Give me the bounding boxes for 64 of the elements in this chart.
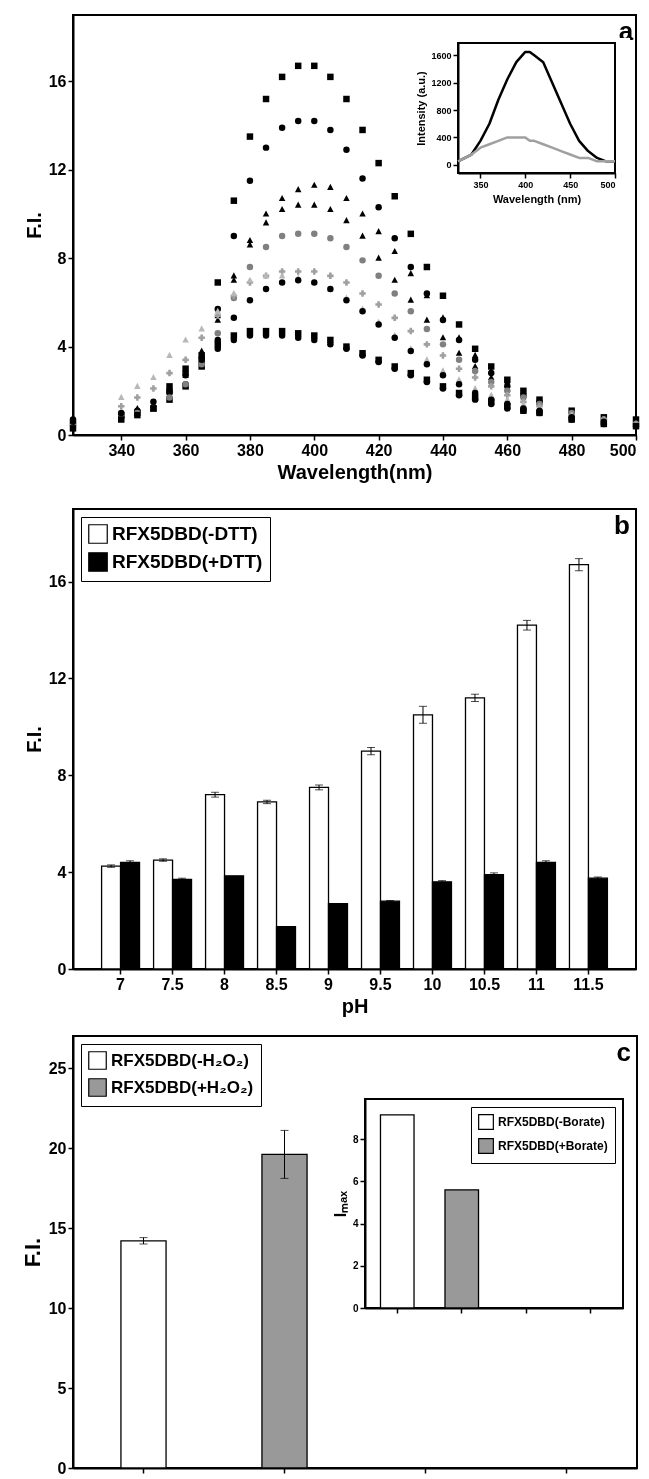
y-axis-title: F.I. xyxy=(22,212,45,239)
y-tick-label: 0 xyxy=(57,960,67,978)
legend-label: RFX5DBD(+Borate) xyxy=(498,1139,608,1153)
x-tick-label: 400 xyxy=(518,179,534,190)
x-tick-label: 480 xyxy=(558,441,586,459)
x-axis-title: Wavelength (nm) xyxy=(492,192,582,205)
y-tick-label: 1200 xyxy=(431,78,452,89)
y-tick-label: 12 xyxy=(48,669,67,687)
x-tick-label: 8.5 xyxy=(265,975,288,993)
x-tick-label: 8 xyxy=(220,975,230,993)
legend-label: RFX5DBD(-Borate) xyxy=(498,1115,605,1129)
x-tick-label: 420 xyxy=(365,441,393,459)
y-axis-title: F.I. xyxy=(22,726,45,753)
x-tick-label: 11.5 xyxy=(573,975,604,993)
y-axis-title: F.I. xyxy=(19,1237,45,1268)
x-axis-title: pH xyxy=(341,994,369,1017)
y-tick-label: 2 xyxy=(352,1260,359,1272)
x-tick-label: 400 xyxy=(301,441,329,459)
y-tick-label: 0 xyxy=(352,1302,359,1314)
y-tick-label: 10 xyxy=(48,1299,67,1317)
x-tick-label: 7 xyxy=(116,975,126,993)
y-tick-label: 4 xyxy=(57,863,67,881)
y-tick-label: 25 xyxy=(48,1059,67,1077)
y-tick-label: 8 xyxy=(57,249,67,267)
y-axis-title: Intensity (a.u.) xyxy=(415,70,428,146)
y-tick-label: 1600 xyxy=(431,50,452,61)
x-tick-label: 360 xyxy=(172,441,200,459)
x-tick-label: 380 xyxy=(237,441,264,459)
x-tick-label: 500 xyxy=(600,179,616,190)
y-tick-label: 16 xyxy=(48,573,67,591)
y-tick-label: 6 xyxy=(352,1175,359,1187)
legend-label: RFX5DBD(+H₂O₂) xyxy=(111,1077,254,1097)
x-axis-title: Wavelength(nm) xyxy=(277,460,433,483)
y-tick-label: 5 xyxy=(57,1379,67,1397)
x-tick-label: 7.5 xyxy=(161,975,184,993)
y-tick-label: 0 xyxy=(446,160,452,171)
chart-title: c xyxy=(616,1037,631,1067)
y-tick-label: 20 xyxy=(48,1139,67,1157)
x-tick-label: 440 xyxy=(430,441,457,459)
y-tick-label: 800 xyxy=(436,105,452,116)
legend-label: RFX5DBD(-DTT) xyxy=(112,523,258,544)
x-tick-label: 450 xyxy=(563,179,579,190)
y-tick-label: 15 xyxy=(48,1219,67,1237)
x-tick-label: 340 xyxy=(108,441,136,459)
y-tick-label: 4 xyxy=(352,1218,359,1230)
y-tick-label: 8 xyxy=(352,1133,359,1145)
y-tick-label: 0 xyxy=(57,426,67,444)
y-axis-title: Iₘₐₓ xyxy=(331,1190,349,1218)
chart-title: b xyxy=(614,510,630,540)
x-tick-label: 11 xyxy=(527,975,545,993)
y-tick-label: 0 xyxy=(57,1459,67,1477)
x-tick-label: 10.5 xyxy=(468,975,501,993)
y-tick-label: 8 xyxy=(57,766,67,784)
x-tick-label: 500 xyxy=(609,441,637,459)
y-tick-label: 4 xyxy=(57,338,67,356)
y-tick-label: 12 xyxy=(48,161,67,179)
x-tick-label: 460 xyxy=(494,441,522,459)
y-tick-label: 400 xyxy=(436,132,452,143)
y-tick-label: 16 xyxy=(48,72,67,90)
x-tick-label: 9.5 xyxy=(369,975,392,993)
legend-label: RFX5DBD(-H₂O₂) xyxy=(111,1050,249,1070)
x-tick-label: 350 xyxy=(473,179,489,190)
legend-label: RFX5DBD(+DTT) xyxy=(112,551,263,572)
x-tick-label: 9 xyxy=(324,975,334,993)
